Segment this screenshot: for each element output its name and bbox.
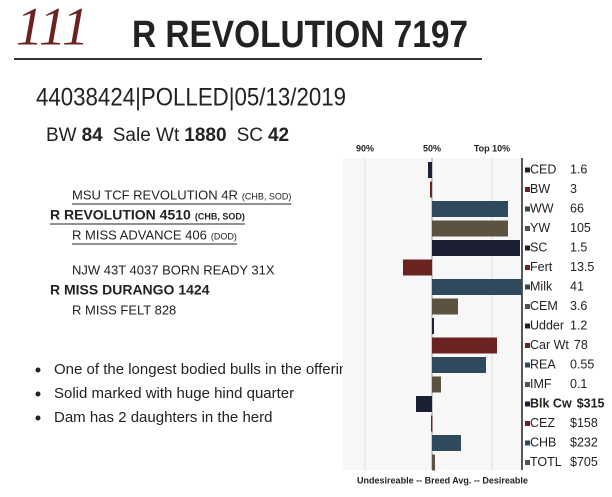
- epd-value: 1.2: [570, 318, 587, 332]
- legend-swatch: [525, 382, 530, 387]
- epd-value: 78: [574, 338, 588, 352]
- pedigree-tag: (CHB, SOD): [195, 211, 245, 221]
- x-tick-label: Top 10%: [474, 143, 510, 153]
- pedigree-name: NJW 43T 4037 BORN READY 31X: [72, 262, 275, 277]
- lot-number: 111: [16, 0, 89, 56]
- bullet-text: Dam has 2 daughters in the herd: [54, 409, 272, 426]
- stat-value: 84: [82, 125, 104, 146]
- bar: [432, 220, 508, 237]
- epd-value: 66: [570, 201, 584, 215]
- bar: [416, 396, 432, 412]
- trait-label: SC: [530, 240, 547, 254]
- legend-swatch: [525, 343, 530, 348]
- bar: [430, 181, 432, 198]
- trait-label: CEZ: [530, 416, 555, 430]
- bullet-dot: [35, 391, 41, 397]
- trait-label: Udder: [530, 318, 564, 332]
- legend-swatch: [525, 265, 530, 270]
- trait-label: Fert: [530, 260, 553, 274]
- bar: [403, 259, 432, 276]
- bar: [432, 337, 497, 354]
- legend-swatch: [525, 187, 530, 192]
- epd-value: $232: [570, 435, 598, 449]
- trait-label: Blk Cw: [530, 396, 572, 410]
- stat-value: 1880: [184, 125, 226, 146]
- stat-label: SC: [237, 125, 263, 146]
- bar: [432, 357, 486, 373]
- trait-label: CED: [530, 162, 556, 176]
- bar: [431, 415, 433, 432]
- legend-swatch: [525, 323, 530, 329]
- bar: [432, 298, 458, 315]
- epd-value: $158: [570, 416, 598, 430]
- bullet-dot: [35, 415, 41, 421]
- trait-label: Milk: [530, 279, 553, 293]
- epd-value: 0.1: [570, 377, 587, 391]
- bar: [432, 435, 461, 451]
- bullet-text: Solid marked with huge hind quarter: [54, 385, 294, 402]
- legend-swatch: [525, 401, 530, 407]
- bull-name: R REVOLUTION 7197: [132, 14, 468, 56]
- legend-swatch: [525, 245, 530, 251]
- legend-swatch: [525, 421, 530, 426]
- registration-info: 44038424|POLLED|05/13/2019: [36, 84, 346, 112]
- legend-swatch: [525, 206, 530, 212]
- bar: [432, 318, 434, 334]
- bar: [428, 162, 432, 178]
- bullet-dot: [35, 367, 41, 373]
- pedigree-tag: (DOD): [211, 231, 237, 241]
- trait-label: Car Wt: [530, 338, 569, 352]
- epd-value: 1.6: [570, 162, 587, 176]
- x-tick-label: 90%: [356, 143, 374, 153]
- legend-swatch: [525, 362, 530, 368]
- legend-swatch: [525, 226, 530, 231]
- epd-value: 0.55: [570, 357, 594, 371]
- pedigree-name: R MISS FELT 828: [72, 302, 176, 317]
- bar: [432, 201, 508, 217]
- stat-value: 42: [268, 125, 289, 146]
- epd-value: 3: [570, 182, 577, 196]
- legend-swatch: [525, 284, 530, 290]
- pedigree-tag: (CHB, SOD): [242, 191, 292, 201]
- epd-value: $705: [570, 455, 598, 469]
- epd-value: 105: [570, 221, 591, 235]
- legend-swatch: [525, 167, 530, 173]
- trait-label: CEM: [530, 299, 558, 313]
- epd-value: 1.5: [570, 240, 587, 254]
- trait-label: TOTL: [530, 455, 562, 469]
- bullet-text: One of the longest bodied bulls in the o…: [54, 361, 356, 378]
- epd-value: $315: [577, 396, 605, 410]
- bar: [432, 279, 522, 295]
- bar: [432, 454, 435, 471]
- bar: [432, 376, 441, 393]
- pedigree-name: MSU TCF REVOLUTION 4R: [72, 187, 238, 202]
- chart-footer: Undesireable -- Breed Avg. -- Desireable: [357, 475, 528, 485]
- trait-label: WW: [530, 201, 554, 215]
- bar: [432, 240, 520, 256]
- trait-label: REA: [530, 357, 556, 371]
- pedigree-name: R MISS ADVANCE 406: [72, 227, 207, 242]
- legend-swatch: [525, 460, 530, 465]
- legend-swatch: [525, 440, 530, 446]
- trait-label: CHB: [530, 435, 556, 449]
- trait-label: YW: [530, 221, 550, 235]
- pedigree-name: R REVOLUTION 4510: [50, 207, 191, 223]
- trait-label: IMF: [530, 377, 552, 391]
- legend-swatch: [525, 304, 530, 309]
- epd-value: 41: [570, 279, 584, 293]
- trait-label: BW: [530, 182, 550, 196]
- pedigree-name: R MISS DURANGO 1424: [50, 282, 210, 298]
- x-tick-label: 50%: [423, 143, 441, 153]
- stat-label: BW: [46, 125, 77, 146]
- stat-label: Sale Wt: [113, 125, 180, 146]
- epd-value: 3.6: [570, 299, 587, 313]
- epd-value: 13.5: [570, 260, 594, 274]
